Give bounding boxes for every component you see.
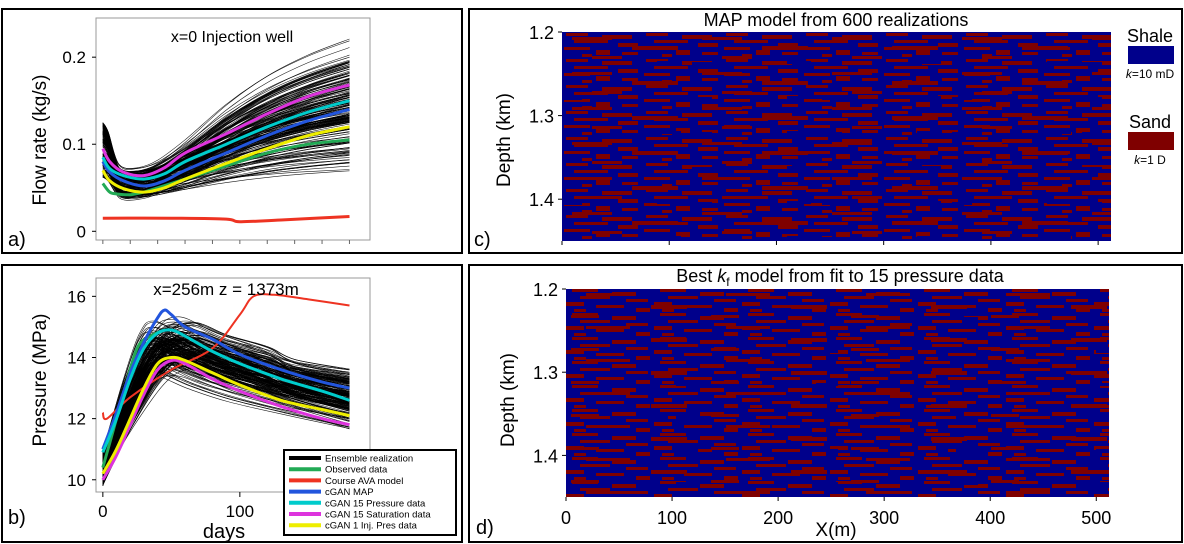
y-ticks-c: 1.2 1.3 1.4	[529, 23, 562, 210]
x-ticks-b: 0 100	[98, 492, 254, 521]
x-ticks-d: 0 100 200 300 400 500	[561, 497, 1111, 528]
ylabel-d: Depth (km)	[498, 353, 519, 447]
facies-map-d-overlay	[566, 289, 1109, 497]
x-tick-label: 0	[561, 508, 571, 528]
legend-label: Observed data	[325, 465, 388, 476]
ensemble-line	[102, 67, 350, 177]
ensemble-line	[102, 59, 350, 172]
ensemble-line	[102, 331, 350, 457]
y-tick-label: 1.3	[529, 107, 554, 127]
y-tick-label: 1.2	[533, 280, 558, 300]
series-line	[101, 107, 350, 188]
panel-a-frame	[1, 8, 463, 254]
ensemble-line	[102, 38, 350, 173]
series-lines-a	[101, 83, 350, 224]
x-tick-label: 0	[98, 502, 107, 521]
legend-label: Ensemble realization	[325, 454, 413, 465]
sand-label: Sand	[1129, 112, 1171, 132]
y-tick-label: 1.2	[529, 23, 554, 43]
series-line	[101, 138, 350, 197]
xlabel-d: X(m)	[815, 520, 856, 541]
series-line	[101, 83, 350, 178]
y-tick-label: 1.3	[533, 363, 558, 383]
x-tick-label: 100	[226, 502, 254, 521]
facies-map-c-overlay	[562, 32, 1111, 241]
y-tick-label: 1.4	[529, 190, 554, 210]
panel-d: Best kf model from fit to 15 pressure da…	[476, 266, 1111, 541]
panel-c-frame	[468, 8, 1183, 254]
x-tick-label: 100	[657, 508, 687, 528]
ensemble-line	[102, 330, 350, 466]
ylabel-b: Pressure (MPa)	[30, 313, 51, 446]
panel-a: 0 0.1 0.2 x=0 Injection well Flow rate (kg…	[8, 17, 371, 251]
legend-label: cGAN 1 Inj. Pres data	[325, 521, 418, 532]
x-ticks-c	[561, 241, 1099, 245]
panel-label-a: a)	[8, 229, 26, 251]
ensemble-line	[102, 359, 350, 486]
shale-label: Shale	[1127, 26, 1173, 46]
series-line	[101, 355, 350, 475]
legend-label: cGAN MAP	[325, 487, 374, 498]
title-c: MAP model from 600 realizations	[704, 10, 969, 30]
y-tick-label: 12	[67, 410, 86, 429]
ylabel-a: Flow rate (kg/s)	[30, 75, 51, 206]
shale-swatch	[1128, 46, 1174, 64]
y-tick-label: 1.4	[533, 446, 558, 466]
panel-label-c: c)	[474, 229, 491, 251]
ensemble-line	[102, 348, 350, 454]
panel-b-frame	[1, 264, 463, 543]
ensemble-line	[102, 337, 350, 451]
ensemble-line	[102, 62, 350, 176]
y-ticks-d: 1.2 1.3 1.4	[533, 280, 566, 466]
x-tick-label: 400	[975, 508, 1005, 528]
series-line	[101, 308, 350, 450]
panel-c: MAP model from 600 realizations 1.21.31.…	[474, 10, 1175, 251]
ensemble-line	[102, 88, 350, 182]
legend-label: cGAN 15 Pressure data	[325, 498, 426, 509]
y-tick-label: 0	[77, 222, 86, 241]
x-tick-label: 500	[1081, 508, 1111, 528]
y-tick-label: 16	[67, 287, 86, 306]
y-tick-label: 0.2	[62, 48, 86, 67]
title-b: x=256m z = 1373m	[153, 280, 299, 299]
y-tick-label: 0.1	[62, 135, 86, 154]
series-line	[102, 215, 350, 224]
legend-label: cGAN 15 Saturation data	[325, 510, 431, 521]
xlabel-b: days	[203, 521, 245, 543]
series-line	[101, 125, 350, 194]
shale-perm: k=10 mD	[1126, 67, 1175, 81]
title-d: Best kf model from fit to 15 pressure da…	[676, 266, 1004, 289]
sand-swatch	[1128, 132, 1174, 150]
ensemble-line	[102, 138, 350, 190]
ensemble-line	[102, 337, 350, 476]
series-lines-b	[101, 293, 350, 481]
y-tick-label: 10	[67, 471, 86, 490]
series-line	[101, 328, 350, 453]
panel-d-frame	[468, 264, 1183, 543]
x-tick-label: 300	[869, 508, 899, 528]
panel-b: 10 12 14 16 0 100 x=256m z = 1373m Pressure …	[8, 277, 457, 543]
x-tick-label: 200	[763, 508, 793, 528]
title-a: x=0 Injection well	[171, 29, 293, 46]
ylabel-c: Depth (km)	[494, 93, 515, 187]
ensemble-line	[102, 371, 350, 483]
panel-label-d: d)	[476, 517, 494, 539]
y-ticks-b: 10 12 14 16	[67, 287, 96, 490]
y-ticks-a: 0 0.1 0.2	[62, 48, 350, 244]
series-line	[101, 358, 350, 481]
y-tick-label: 14	[67, 348, 86, 367]
series-line	[101, 99, 350, 181]
legend-label: Course AVA model	[325, 476, 403, 487]
facies-legend: Shale k=10 mD Sand k=1 D	[1126, 26, 1175, 167]
panel-label-b: b)	[8, 507, 26, 529]
sand-perm: k=1 D	[1134, 153, 1166, 167]
